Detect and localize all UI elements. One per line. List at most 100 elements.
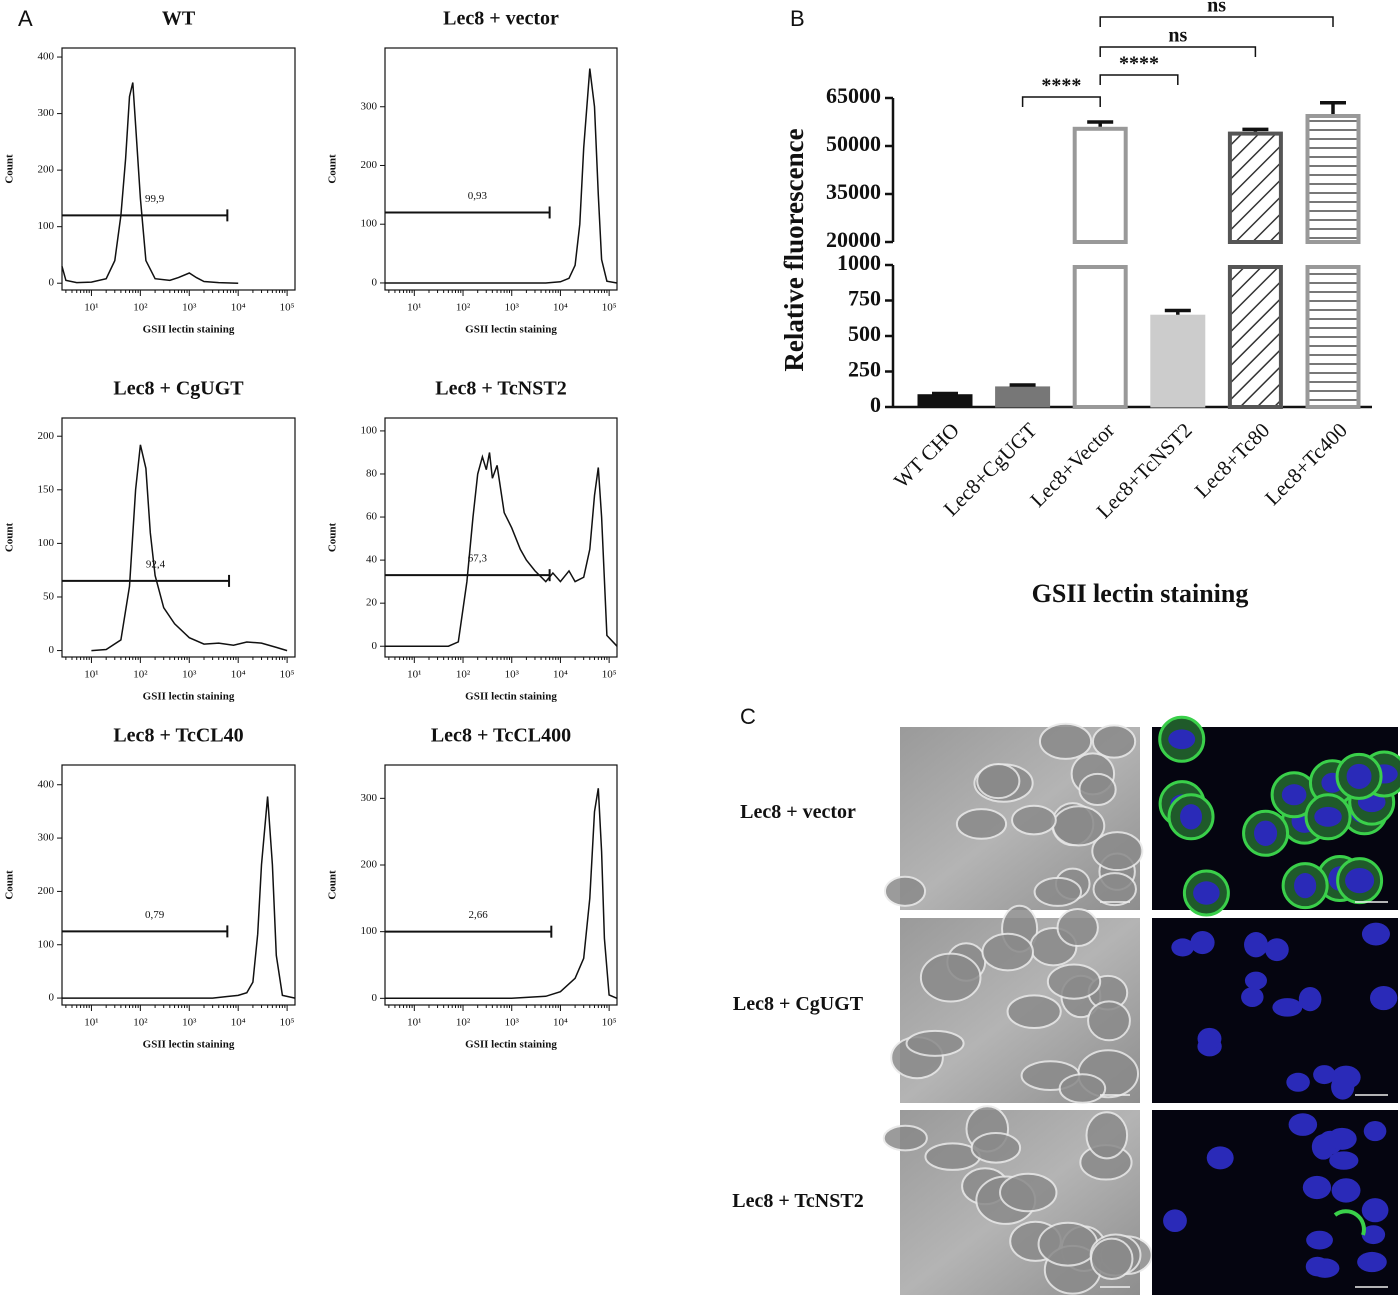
x-tick-label: Lec8+Tc400 xyxy=(1260,418,1352,510)
bar xyxy=(917,394,973,408)
y-axis-label: Count xyxy=(4,154,16,184)
y-tick-label: 200 xyxy=(361,859,378,871)
cell xyxy=(1058,1073,1107,1104)
y-tick-label: 100 xyxy=(38,938,55,950)
plot-frame xyxy=(384,764,618,1006)
y-tick-label: 300 xyxy=(38,107,55,119)
chart-title: Lec8 + TcNST2 xyxy=(435,378,566,400)
cell xyxy=(1092,872,1137,907)
y-tick-label: 0 xyxy=(372,640,378,652)
x-tick-label: 10³ xyxy=(182,1017,197,1029)
x-tick-label: 10⁴ xyxy=(231,302,246,314)
y-tick-label: 0 xyxy=(372,992,378,1004)
chart-title: Lec8 + vector xyxy=(443,8,559,30)
y-tick-label: 200 xyxy=(38,885,55,897)
y-tick-label: 0 xyxy=(49,644,55,656)
nucleus xyxy=(1361,922,1391,946)
nucleus xyxy=(1298,987,1322,1012)
significance-bracket xyxy=(1099,74,1179,85)
gate-label: 0,79 xyxy=(145,909,165,921)
panel-label: B xyxy=(790,6,805,31)
bar xyxy=(995,386,1051,408)
x-tick-label: 10³ xyxy=(505,669,520,681)
x-axis-label: GSII lectin staining xyxy=(465,691,557,703)
nucleus xyxy=(1272,998,1303,1017)
histogram-panel: WT 0 100 200 300 400 10¹ 10² 10³ 10⁴ 10⁵ GSII lecti… xyxy=(4,8,296,336)
nucleus xyxy=(1306,1230,1333,1250)
y-tick-label: 100 xyxy=(38,220,55,232)
cell xyxy=(1091,724,1137,759)
x-tick-label: 10² xyxy=(456,669,471,681)
cell xyxy=(976,762,1021,800)
plot-frame xyxy=(61,417,296,658)
significance-bracket xyxy=(1021,96,1101,107)
histogram-panel: Lec8 + CgUGT 0 50 100 150 200 10¹ 10² 10³ 10⁴ 10⁵ G… xyxy=(4,378,296,703)
error-bar xyxy=(1320,101,1346,114)
nucleus xyxy=(1331,1074,1355,1100)
row-label: Lec8 + TcNST2 xyxy=(732,1190,863,1212)
histogram-curve xyxy=(91,444,288,652)
y-axis-label: Count xyxy=(327,870,339,900)
y-tick-label: 300 xyxy=(38,832,55,844)
x-tick-label: 10² xyxy=(456,302,471,314)
x-tick-label: 10⁴ xyxy=(553,669,568,681)
y-tick-label: 60 xyxy=(366,511,378,523)
y-tick-label: 50000 xyxy=(826,131,881,156)
membrane-stain xyxy=(1333,1209,1366,1236)
y-tick-label: 300 xyxy=(361,100,378,112)
x-axis-label: GSII lectin staining xyxy=(465,1039,557,1051)
significance-label: **** xyxy=(1041,75,1081,97)
x-tick-label: 10⁵ xyxy=(602,1017,617,1029)
nucleus xyxy=(1361,1225,1386,1245)
nucleus xyxy=(1311,1134,1335,1160)
micrograph-row: Lec8 + CgUGT xyxy=(733,904,1398,1104)
bar xyxy=(1227,265,1283,409)
significance-bracket xyxy=(1099,16,1334,27)
nucleus xyxy=(1193,881,1220,905)
chart-title: Lec8 + TcCL40 xyxy=(113,725,243,747)
chart-title: Lec8 + CgUGT xyxy=(113,378,244,400)
nucleus xyxy=(1363,1121,1387,1142)
nucleus xyxy=(1180,804,1203,830)
x-tick-label: 10¹ xyxy=(84,669,98,681)
nucleus xyxy=(1265,938,1289,962)
gate-label: 99,9 xyxy=(145,193,165,205)
nucleus xyxy=(1369,985,1398,1011)
cell xyxy=(955,808,1008,840)
y-tick-label: 65000 xyxy=(826,83,881,108)
bar xyxy=(1305,265,1361,409)
cell xyxy=(1085,1111,1129,1160)
y-tick-label: 250 xyxy=(848,357,881,382)
chart-title: Lec8 + TcCL400 xyxy=(431,725,571,747)
x-tick-label: 10⁴ xyxy=(231,669,246,681)
nucleus xyxy=(1206,1146,1234,1170)
nucleus xyxy=(1286,1072,1310,1092)
x-axis-label: GSII lectin staining xyxy=(1032,579,1249,608)
cell xyxy=(970,1132,1022,1164)
error-bar xyxy=(1009,383,1036,387)
x-tick-label: 10⁵ xyxy=(602,669,617,681)
y-tick-label: 0 xyxy=(49,277,55,289)
cell xyxy=(1091,831,1144,872)
x-axis-label: GSII lectin staining xyxy=(143,1039,235,1051)
nucleus xyxy=(1254,820,1278,846)
row-label: Lec8 + CgUGT xyxy=(733,993,864,1015)
y-tick-label: 400 xyxy=(38,778,55,790)
histogram-curve xyxy=(385,788,618,1000)
cell xyxy=(1037,1221,1099,1267)
x-tick-label: 10¹ xyxy=(407,1017,421,1029)
gate-label: 2,66 xyxy=(469,909,489,921)
y-tick-label: 200 xyxy=(38,164,55,176)
nucleus xyxy=(1171,938,1194,957)
nucleus xyxy=(1314,806,1342,827)
nucleus xyxy=(1345,867,1375,894)
y-tick-label: 20 xyxy=(366,597,378,609)
cell xyxy=(981,932,1035,972)
nucleus xyxy=(1241,987,1264,1007)
cell xyxy=(905,1029,965,1057)
plot-frame xyxy=(384,417,618,658)
nucleus xyxy=(1288,1113,1318,1136)
nucleus xyxy=(1329,1151,1359,1170)
x-tick-label: 10⁴ xyxy=(553,302,568,314)
